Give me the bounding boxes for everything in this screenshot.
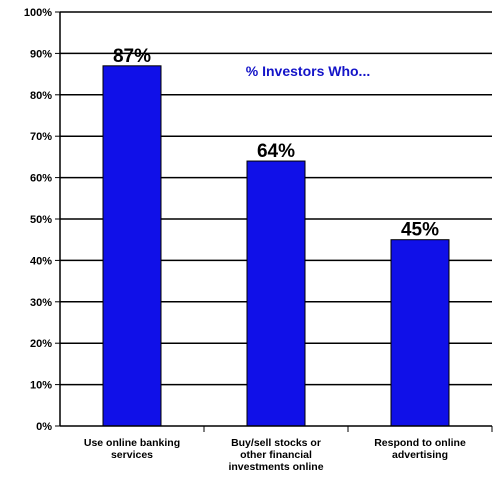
y-tick-label: 80% [30, 90, 52, 102]
data-label: 64% [257, 141, 295, 162]
x-tick-label: Use online banking [84, 437, 180, 449]
x-tick-label: services [111, 449, 153, 461]
y-tick-label: 0% [36, 421, 52, 433]
y-tick-label: 40% [30, 255, 52, 267]
data-labels: 87% 64% 45% [113, 46, 439, 241]
axes [55, 11, 493, 432]
bar [246, 160, 306, 427]
x-tick-label: investments online [228, 461, 323, 473]
y-tick-label: 20% [30, 338, 52, 350]
bars [102, 65, 450, 427]
y-tick-labels: 0% 10% 20% 30% 40% 50% 60% 70% 80% 90% 100% [24, 7, 52, 433]
x-tick-label: advertising [392, 449, 448, 461]
bar [390, 239, 450, 427]
y-tick-label: 50% [30, 214, 52, 226]
y-tick-label: 10% [30, 380, 52, 392]
chart-title: % Investors Who... [246, 63, 370, 79]
x-tick-label: Buy/sell stocks or [231, 437, 321, 449]
x-tick-label: Respond to online [374, 437, 466, 449]
y-tick-label: 30% [30, 297, 52, 309]
x-tick-label: other financial [240, 449, 312, 461]
data-label: 87% [113, 46, 151, 67]
y-tick-label: 90% [30, 48, 52, 60]
y-tick-label: 100% [24, 7, 52, 19]
y-tick-label: 60% [30, 173, 52, 185]
data-label: 45% [401, 220, 439, 241]
bar [102, 65, 162, 427]
y-tick-label: 70% [30, 131, 52, 143]
